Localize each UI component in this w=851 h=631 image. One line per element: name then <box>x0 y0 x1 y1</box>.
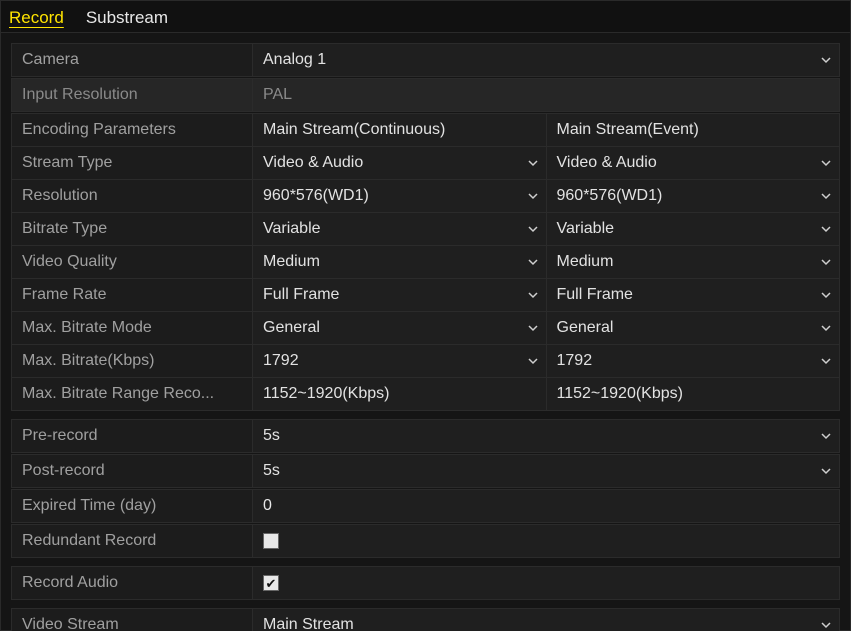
select-stream-type-continuous[interactable]: Video & Audio <box>253 147 546 179</box>
value-stream-type-continuous: Video & Audio <box>263 154 363 172</box>
row-post-record: Post-record 5s <box>11 454 840 488</box>
select-camera-value: Analog 1 <box>263 51 326 69</box>
value-resolution-event: 960*576(WD1) <box>557 187 663 205</box>
label-encoding-parameters: Encoding Parameters <box>12 114 252 146</box>
label-camera: Camera <box>12 44 252 76</box>
chevron-down-icon <box>821 55 831 65</box>
chevron-down-icon <box>528 290 538 300</box>
row-camera: Camera Analog 1 <box>11 43 840 77</box>
chevron-down-icon <box>821 191 831 201</box>
value-stream-type-event: Video & Audio <box>557 154 657 172</box>
label-bitrate-type: Bitrate Type <box>12 213 252 245</box>
tab-substream[interactable]: Substream <box>84 6 170 32</box>
row-video-stream: Video Stream Main Stream <box>11 608 840 631</box>
value-max-bitrate-mode-event: General <box>557 319 614 337</box>
header-continuous: Main Stream(Continuous) <box>253 114 546 146</box>
value-frame-rate-continuous: Full Frame <box>263 286 339 304</box>
chevron-down-icon <box>528 158 538 168</box>
chevron-down-icon <box>821 257 831 267</box>
row-record-audio: Record Audio <box>11 566 840 600</box>
select-bitrate-type-continuous[interactable]: Variable <box>253 213 546 245</box>
tab-record[interactable]: Record <box>7 6 66 32</box>
value-bitrate-type-event: Variable <box>557 220 615 238</box>
chevron-down-icon <box>821 323 831 333</box>
label-post-record: Post-record <box>12 455 252 487</box>
label-max-bitrate-kbps: Max. Bitrate(Kbps) <box>12 345 252 377</box>
value-max-bitrate-mode-continuous: General <box>263 319 320 337</box>
row-expired-time: Expired Time (day) <box>11 489 840 523</box>
row-redundant-record: Redundant Record <box>11 524 840 558</box>
label-expired-time: Expired Time (day) <box>12 490 252 522</box>
label-input-resolution: Input Resolution <box>12 79 252 111</box>
select-max-bitrate-kbps-continuous[interactable]: 1792 <box>253 345 546 377</box>
label-resolution: Resolution <box>12 180 252 212</box>
value-video-stream: Main Stream <box>263 616 354 631</box>
chevron-down-icon <box>821 290 831 300</box>
select-max-bitrate-mode-continuous[interactable]: General <box>253 312 546 344</box>
checkbox-redundant-record[interactable] <box>263 533 279 549</box>
select-video-quality-event[interactable]: Medium <box>547 246 840 278</box>
value-bitrate-type-continuous: Variable <box>263 220 321 238</box>
chevron-down-icon <box>528 191 538 201</box>
chevron-down-icon <box>821 431 831 441</box>
value-max-bitrate-kbps-continuous: 1792 <box>263 352 299 370</box>
chevron-down-icon <box>821 356 831 366</box>
chevron-down-icon <box>528 257 538 267</box>
value-frame-rate-event: Full Frame <box>557 286 633 304</box>
label-max-bitrate-range: Max. Bitrate Range Reco... <box>12 378 252 410</box>
label-video-stream: Video Stream <box>12 609 252 631</box>
label-video-quality: Video Quality <box>12 246 252 278</box>
value-max-bitrate-range-event: 1152~1920(Kbps) <box>547 378 840 410</box>
input-expired-time-cell[interactable] <box>253 490 839 522</box>
value-max-bitrate-kbps-event: 1792 <box>557 352 593 370</box>
value-video-quality-event: Medium <box>557 253 614 271</box>
label-stream-type: Stream Type <box>12 147 252 179</box>
select-camera[interactable]: Analog 1 <box>253 44 839 76</box>
checkbox-record-audio-cell[interactable] <box>253 567 839 599</box>
label-frame-rate: Frame Rate <box>12 279 252 311</box>
chevron-down-icon <box>821 158 831 168</box>
chevron-down-icon <box>821 620 831 630</box>
value-pre-record: 5s <box>263 427 280 445</box>
label-redundant-record: Redundant Record <box>12 525 252 557</box>
select-post-record[interactable]: 5s <box>253 455 839 487</box>
tabbar: Record Substream <box>1 1 850 33</box>
value-post-record: 5s <box>263 462 280 480</box>
label-record-audio: Record Audio <box>12 567 252 599</box>
header-event: Main Stream(Event) <box>547 114 840 146</box>
chevron-down-icon <box>528 323 538 333</box>
select-video-stream[interactable]: Main Stream <box>253 609 839 631</box>
value-resolution-continuous: 960*576(WD1) <box>263 187 369 205</box>
value-video-quality-continuous: Medium <box>263 253 320 271</box>
chevron-down-icon <box>528 356 538 366</box>
select-resolution-continuous[interactable]: 960*576(WD1) <box>253 180 546 212</box>
record-settings-window: Record Substream Camera Analog 1 Input R… <box>0 0 851 631</box>
select-max-bitrate-mode-event[interactable]: General <box>547 312 840 344</box>
chevron-down-icon <box>821 466 831 476</box>
select-bitrate-type-event[interactable]: Variable <box>547 213 840 245</box>
value-max-bitrate-range-continuous: 1152~1920(Kbps) <box>253 378 546 410</box>
content-area: Camera Analog 1 Input Resolution PAL Enc… <box>1 33 850 631</box>
input-expired-time[interactable] <box>263 497 829 515</box>
select-max-bitrate-kbps-event[interactable]: 1792 <box>547 345 840 377</box>
checkbox-redundant-record-cell[interactable] <box>253 525 839 557</box>
encoding-grid: Encoding Parameters Main Stream(Continuo… <box>11 113 840 411</box>
row-input-resolution: Input Resolution PAL <box>11 78 840 112</box>
select-pre-record[interactable]: 5s <box>253 420 839 452</box>
label-max-bitrate-mode: Max. Bitrate Mode <box>12 312 252 344</box>
chevron-down-icon <box>821 224 831 234</box>
select-frame-rate-continuous[interactable]: Full Frame <box>253 279 546 311</box>
row-pre-record: Pre-record 5s <box>11 419 840 453</box>
select-resolution-event[interactable]: 960*576(WD1) <box>547 180 840 212</box>
select-video-quality-continuous[interactable]: Medium <box>253 246 546 278</box>
chevron-down-icon <box>528 224 538 234</box>
value-input-resolution: PAL <box>253 79 839 111</box>
select-stream-type-event[interactable]: Video & Audio <box>547 147 840 179</box>
select-frame-rate-event[interactable]: Full Frame <box>547 279 840 311</box>
checkbox-record-audio[interactable] <box>263 575 279 591</box>
label-pre-record: Pre-record <box>12 420 252 452</box>
